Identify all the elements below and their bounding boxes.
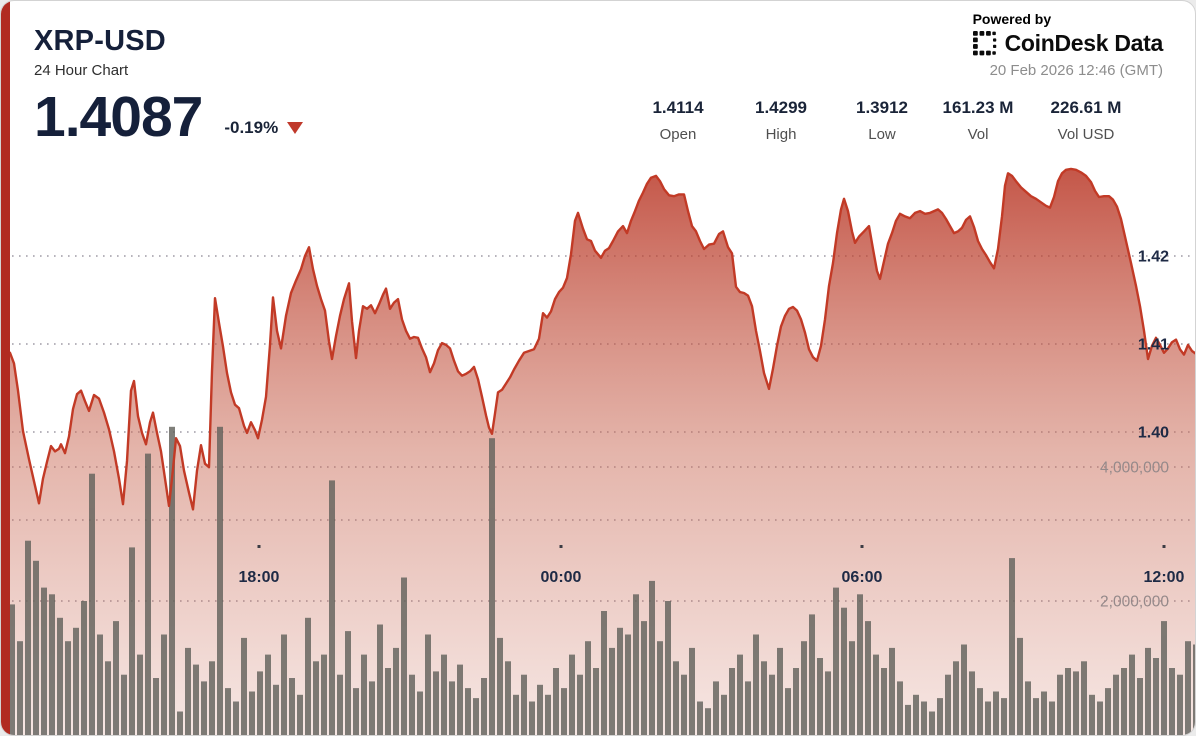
svg-text:00:00: 00:00 <box>541 569 582 586</box>
chart-subtitle: 24 Hour Chart <box>34 62 129 79</box>
stat-vol-usd: 226.61 M Vol USD <box>1026 98 1146 143</box>
price-row: 1.4087 -0.19% <box>34 85 304 149</box>
svg-text:1.40: 1.40 <box>1138 425 1169 442</box>
svg-text:1.41: 1.41 <box>1138 337 1169 354</box>
coindesk-logo-icon <box>972 31 996 56</box>
header: XRP-USD 24 Hour Chart <box>34 25 166 79</box>
branding-block: Powered by <box>972 11 1164 79</box>
stat-open-value: 1.4114 <box>652 98 704 117</box>
stat-open-label: Open <box>659 126 697 143</box>
stat-vol-value: 161.23 M <box>942 98 1014 117</box>
svg-text:2,000,000: 2,000,000 <box>1100 594 1169 611</box>
price-line <box>8 167 1195 511</box>
stat-high-label: High <box>765 126 797 143</box>
svg-text:18:00: 18:00 <box>239 569 280 586</box>
stat-vol: 161.23 M Vol <box>918 98 1038 143</box>
stat-open: 1.4114 Open <box>618 98 738 143</box>
stat-low: 1.3912 Low <box>822 98 942 143</box>
stat-vol-usd-label: Vol USD <box>1057 126 1115 143</box>
price-change: -0.19% <box>224 118 304 146</box>
volume-bars <box>9 426 1195 735</box>
brand-row[interactable]: CoinDesk Data <box>972 30 1164 57</box>
instrument-symbol: XRP-USD <box>34 25 166 57</box>
svg-text:06:00: 06:00 <box>842 569 883 586</box>
stat-high-value: 1.4299 <box>755 98 807 117</box>
stat-high: 1.4299 High <box>721 98 841 143</box>
axis-labels: 1.42 1.41 1.40 4,000,000 2,000,000 18:00 00:00… <box>239 249 1185 611</box>
timestamp: 20 Feb 2026 12:46 (GMT) <box>989 62 1163 79</box>
stats-row: 1.4114 Open 1.4299 High 1.3912 Low 161.2… <box>1 98 1195 154</box>
brand-name: CoinDesk Data <box>1004 30 1164 56</box>
svg-text:12:00: 12:00 <box>1144 569 1185 586</box>
svg-text:4,000,000: 4,000,000 <box>1100 460 1169 477</box>
stat-vol-usd-value: 226.61 M <box>1050 98 1122 117</box>
svg-text:1.42: 1.42 <box>1138 249 1169 266</box>
stat-low-value: 1.3912 <box>856 98 908 117</box>
accent-bar <box>1 1 10 735</box>
current-price: 1.4087 <box>34 85 203 149</box>
price-down-arrow-icon <box>287 122 304 134</box>
powered-by-label: Powered by <box>972 11 1052 27</box>
stat-low-label: Low <box>868 126 896 143</box>
stat-vol-label: Vol <box>967 126 989 143</box>
price-change-percent: -0.19% <box>224 118 279 137</box>
price-area <box>10 168 1195 735</box>
